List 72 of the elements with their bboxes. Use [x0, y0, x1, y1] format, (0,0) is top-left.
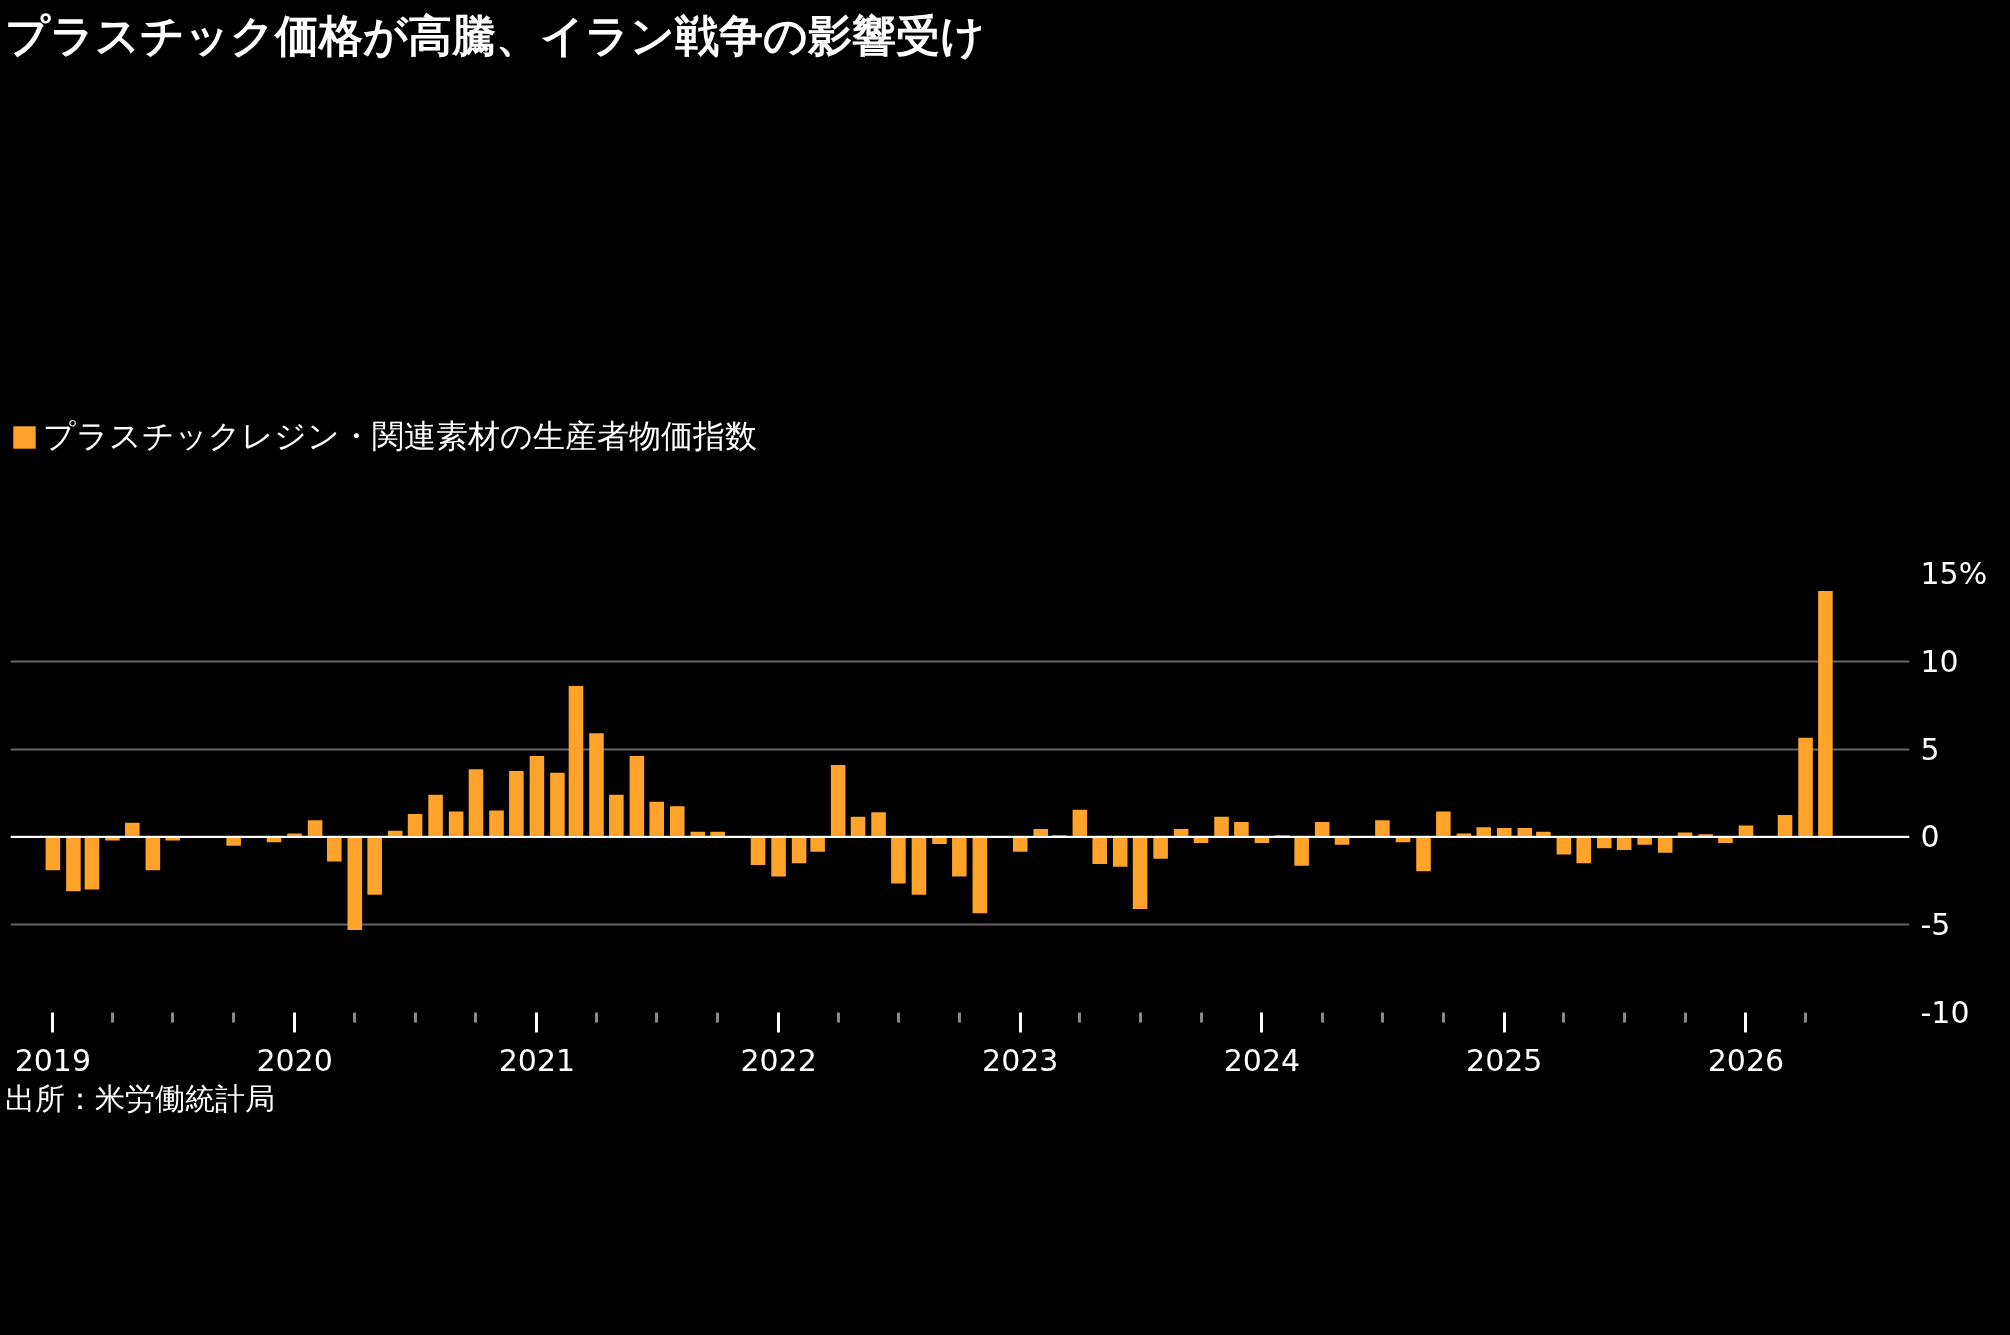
- y-tick-label: -5: [1920, 907, 1951, 943]
- bar: [669, 806, 685, 837]
- bar: [750, 836, 766, 865]
- x-tick-label: 2023: [982, 1042, 1059, 1078]
- y-tick-label: 0: [1920, 819, 1940, 855]
- text: 出所：米労働統計局: [5, 1079, 275, 1118]
- bar: [871, 812, 886, 837]
- bar: [810, 836, 825, 852]
- bar: [327, 836, 342, 862]
- y-tick-label: 10: [1920, 643, 1959, 679]
- bar: [609, 794, 624, 837]
- bar: [145, 836, 161, 871]
- legend-label: プラスチックレジン・関連素材の生産者物価指数: [43, 415, 757, 457]
- bar: [1214, 816, 1229, 837]
- bar: [1092, 836, 1107, 864]
- bar: [891, 836, 906, 884]
- bar: [1375, 820, 1390, 837]
- bar: [1294, 836, 1309, 866]
- bar: [1416, 836, 1431, 871]
- bar: [407, 813, 423, 837]
- bar: [550, 772, 565, 837]
- bar: [1596, 836, 1612, 849]
- y-tick-label: 5: [1920, 731, 1940, 767]
- bar: [347, 836, 363, 930]
- bar: [1818, 590, 1833, 837]
- bar: [1012, 836, 1028, 852]
- bar: [1314, 821, 1330, 837]
- bar: [428, 794, 443, 837]
- bar: [1738, 825, 1754, 837]
- bar: [367, 836, 382, 895]
- x-tick-label: 2024: [1223, 1042, 1301, 1078]
- x-tick-label: 2022: [740, 1042, 817, 1078]
- bar: [568, 685, 584, 837]
- bar: [629, 755, 645, 837]
- x-tick-label: 2020: [256, 1042, 333, 1078]
- y-tick-label: 15%: [1920, 555, 1988, 591]
- bar: [468, 769, 484, 837]
- bar: [1234, 821, 1249, 837]
- bar: [771, 836, 786, 877]
- bar: [489, 810, 504, 837]
- bar: [1798, 737, 1813, 837]
- bar: [84, 836, 100, 890]
- bar: [589, 733, 604, 837]
- bar: [911, 836, 927, 895]
- bar: [45, 836, 61, 871]
- x-tick-label: 2026: [1707, 1042, 1785, 1078]
- bar: [1132, 836, 1148, 909]
- bar: [1112, 836, 1128, 867]
- bar: [649, 801, 665, 837]
- bar: [125, 822, 140, 837]
- bar: [448, 811, 464, 837]
- x-tick-label: 2019: [14, 1042, 92, 1078]
- bar: [1576, 836, 1592, 864]
- bar: [850, 816, 866, 837]
- bar: [952, 836, 967, 877]
- bar: [1153, 836, 1168, 859]
- bar: [509, 770, 524, 837]
- bar: [830, 764, 846, 837]
- bar: [1072, 809, 1088, 837]
- y-tick-label: -10: [1920, 994, 1970, 1030]
- chart-title: プラスチック価格が高騰、イラン戦争の影響受け: [5, 9, 985, 63]
- bar: [1476, 827, 1492, 837]
- bar: [1777, 814, 1793, 837]
- bar: [972, 836, 988, 914]
- bar: [1657, 836, 1673, 853]
- bar: [66, 836, 81, 892]
- x-tick-label: 2025: [1466, 1042, 1543, 1078]
- bar: [307, 820, 323, 837]
- bar: [1436, 811, 1451, 837]
- bar: [791, 836, 807, 864]
- bar: [529, 755, 545, 837]
- x-tick-label: 2021: [498, 1042, 576, 1078]
